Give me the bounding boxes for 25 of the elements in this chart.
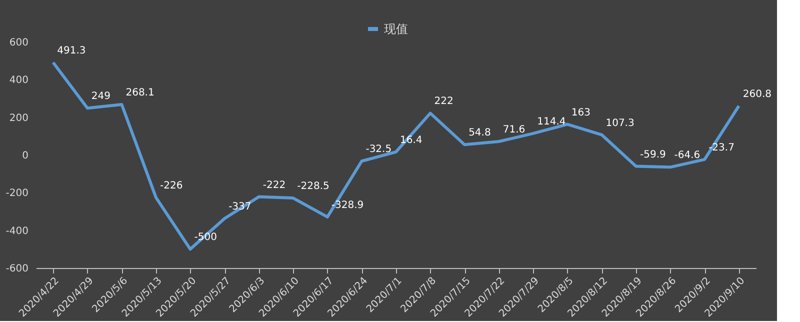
data-label: -222: [262, 180, 286, 191]
line-series: [52, 60, 740, 251]
data-label: -59.9: [640, 149, 666, 160]
y-tick-label: 600: [9, 38, 28, 48]
data-label: 114.4: [537, 116, 566, 128]
y-tick-label: 0: [22, 150, 28, 162]
data-label: -228.5: [297, 181, 330, 192]
y-tick-label: -600: [6, 264, 28, 274]
y-tick-label: -200: [6, 188, 28, 200]
data-label: 163: [571, 107, 591, 118]
data-label: -32.5: [366, 144, 392, 156]
data-label: -64.6: [674, 150, 700, 162]
data-label: 71.6: [502, 124, 526, 136]
y-tick-label: -400: [6, 226, 28, 237]
legend-label: 现值: [384, 22, 408, 36]
y-tick-label: 400: [9, 75, 28, 86]
data-label: 268.1: [126, 88, 154, 99]
data-label: 260.8: [742, 88, 772, 100]
data-label: 222: [434, 96, 454, 108]
data-label: 54.8: [468, 128, 491, 139]
y-tick-label: 200: [9, 112, 28, 124]
data-label: 249: [91, 91, 111, 102]
data-label: -226: [160, 180, 183, 192]
data-label: 491.3: [57, 45, 86, 56]
data-label: 107.3: [606, 118, 634, 129]
